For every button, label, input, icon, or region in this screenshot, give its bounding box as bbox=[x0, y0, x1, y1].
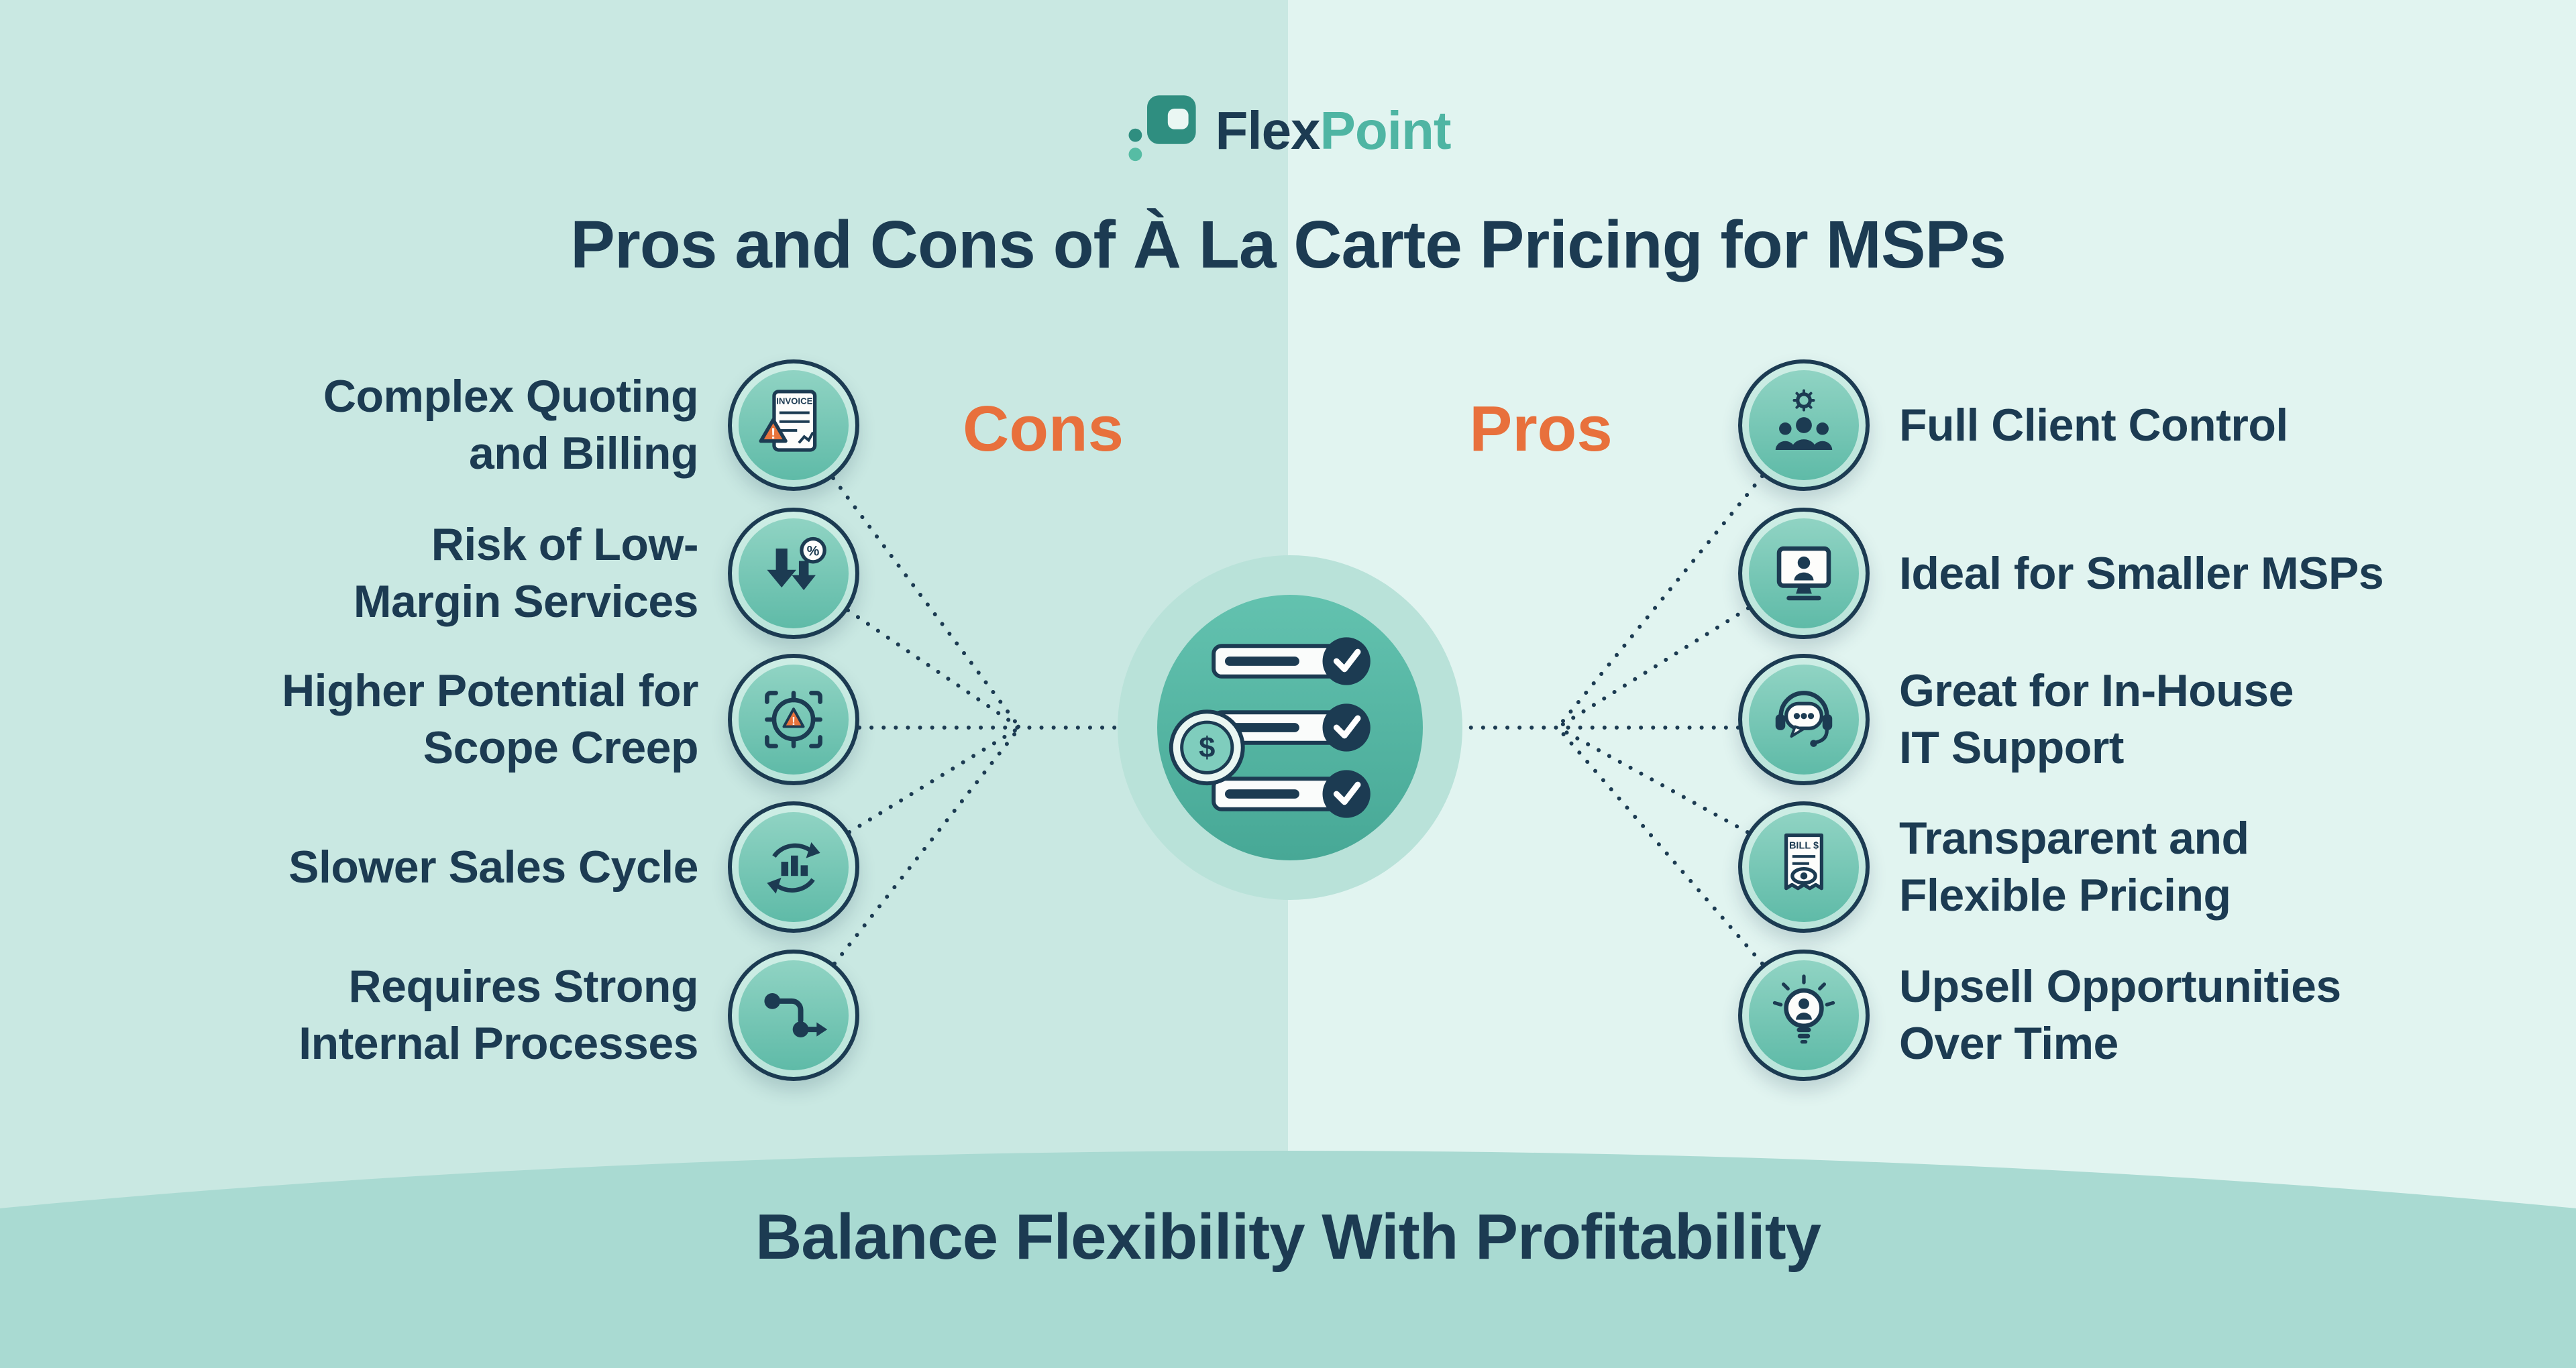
pros-heading: Pros bbox=[1469, 393, 1613, 465]
pro-item: Ideal for Smaller MSPs bbox=[1738, 506, 2489, 640]
pro-item-label: Transparent and Flexible Pricing bbox=[1899, 813, 2249, 921]
brand-logo: FlexPoint bbox=[0, 94, 2576, 168]
headset-chat-icon bbox=[1738, 654, 1870, 785]
page-title: Pros and Cons of À La Carte Pricing for … bbox=[570, 207, 2006, 282]
low-margin-arrows-icon: % bbox=[728, 508, 859, 639]
con-item: Higher Potential for Scope Creep ! bbox=[215, 652, 859, 787]
con-item: Slower Sales Cycle bbox=[215, 800, 859, 934]
brand-name-flex: Flex bbox=[1215, 101, 1320, 160]
invoice-text: INVOICE bbox=[776, 396, 812, 406]
con-item-label: Complex Quoting and Billing bbox=[323, 371, 699, 479]
lightbulb-user-icon bbox=[1738, 950, 1870, 1081]
pricing-checklist-illustration: $ bbox=[1169, 637, 1371, 818]
client-group-icon bbox=[1738, 359, 1870, 491]
con-item-label: Requires Strong Internal Processes bbox=[299, 961, 698, 1069]
svg-text:!: ! bbox=[792, 714, 796, 728]
pro-item-label: Great for In-House IT Support bbox=[1899, 665, 2294, 773]
bill-eye-icon: BILL $ bbox=[1738, 801, 1870, 933]
pro-item-label: Ideal for Smaller MSPs bbox=[1899, 547, 2384, 599]
con-item-label: Higher Potential for Scope Creep bbox=[282, 665, 698, 773]
con-item: Risk of Low- Margin Services % bbox=[215, 506, 859, 640]
pro-item: Great for In-House IT Support bbox=[1738, 652, 2489, 787]
flexpoint-logo-icon bbox=[1128, 95, 1197, 162]
center-hub: $ bbox=[1118, 555, 1462, 900]
con-item: Complex Quoting and Billing INVOICE ! bbox=[215, 358, 859, 492]
bill-text: BILL $ bbox=[1789, 840, 1819, 851]
process-flow-icon bbox=[728, 950, 859, 1081]
svg-text:!: ! bbox=[771, 425, 775, 442]
percent-text: % bbox=[807, 544, 820, 559]
footer-band bbox=[0, 1151, 2576, 1368]
scope-creep-target-icon: ! bbox=[728, 654, 859, 785]
con-item-label: Risk of Low- Margin Services bbox=[353, 519, 699, 627]
brand-name: FlexPoint bbox=[1215, 100, 1452, 162]
con-item: Requires Strong Internal Processes bbox=[215, 948, 859, 1082]
center-hub-inner: $ bbox=[1157, 595, 1423, 860]
pro-item-label: Full Client Control bbox=[1899, 399, 2288, 451]
cons-heading: Cons bbox=[963, 393, 1124, 465]
brand-name-point: Point bbox=[1320, 101, 1452, 160]
pro-item: Full Client Control bbox=[1738, 358, 2489, 492]
con-item-label: Slower Sales Cycle bbox=[288, 841, 698, 893]
left-background bbox=[0, 0, 1288, 1368]
coin-dollar-glyph: $ bbox=[1199, 732, 1215, 764]
pro-item: Upsell Opportunities Over Time bbox=[1738, 948, 2489, 1082]
footer-tagline: Balance Flexibility With Profitability bbox=[755, 1201, 1821, 1273]
monitor-user-icon bbox=[1738, 508, 1870, 639]
invoice-warning-icon: INVOICE ! bbox=[728, 359, 859, 491]
pro-item-label: Upsell Opportunities Over Time bbox=[1899, 961, 2341, 1069]
sales-cycle-chart-icon bbox=[728, 801, 859, 933]
pro-item: BILL $ Transparent and Flexible Pricing bbox=[1738, 800, 2489, 934]
right-background bbox=[1288, 0, 2576, 1368]
